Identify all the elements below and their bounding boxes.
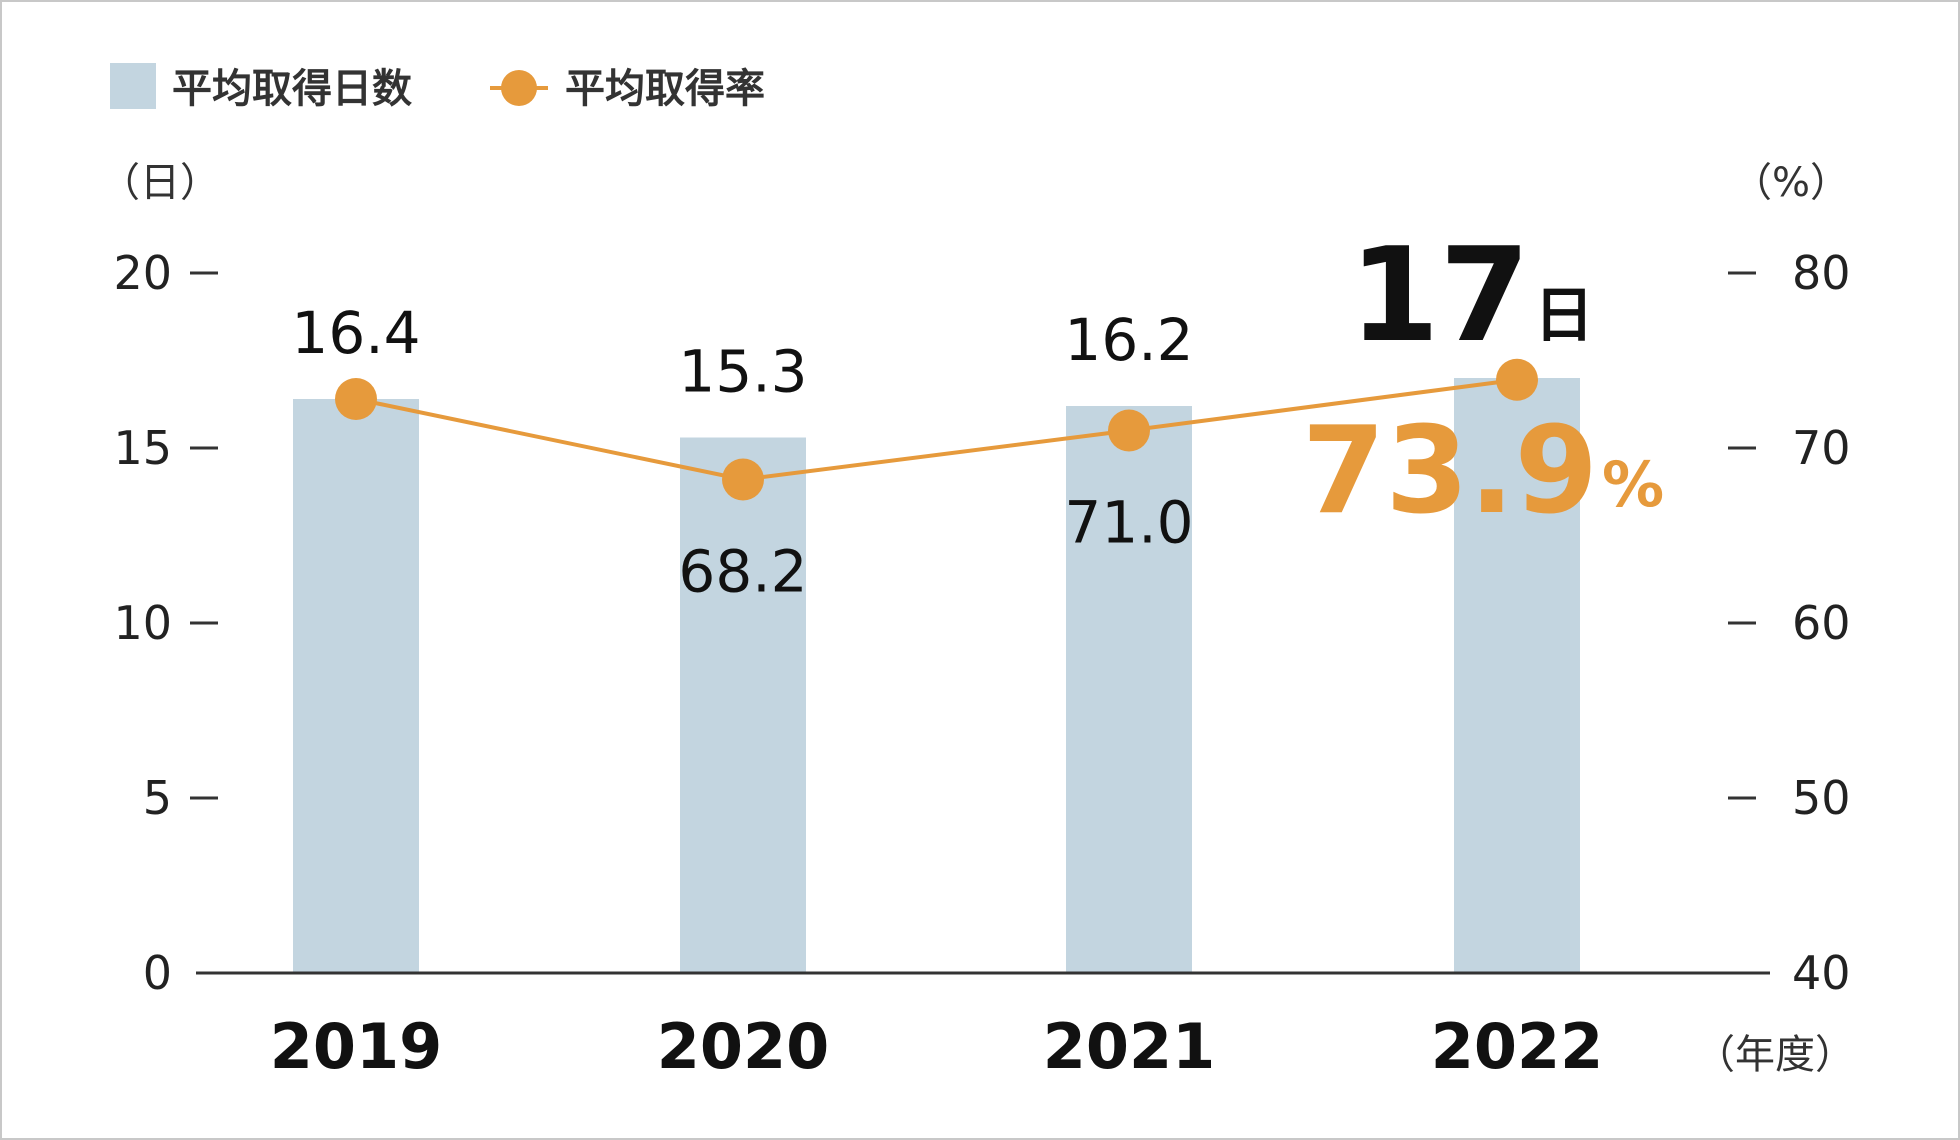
- x-axis-unit: （年度）: [1695, 1032, 1855, 1078]
- legend-bar-label: 平均取得日数: [172, 66, 412, 112]
- rate-point-2022: [1496, 358, 1538, 401]
- left-axis-unit: （日）: [100, 160, 220, 206]
- highlight-days-unit: 日: [1534, 281, 1594, 351]
- rate-line-series: [335, 358, 1538, 501]
- bars: [293, 378, 1580, 973]
- x-label-2019: 2019: [270, 1010, 443, 1083]
- highlight-days-value: 17: [1349, 219, 1530, 371]
- highlight: 17 日 73.9 %: [1302, 219, 1664, 541]
- x-label-2021: 2021: [1043, 1010, 1216, 1083]
- left-axis: 0 5 10 15 20: [113, 246, 218, 1000]
- right-tick-label: 70: [1792, 421, 1851, 475]
- right-tick-label: 40: [1792, 946, 1851, 1000]
- bar-value-label: 15.3: [678, 338, 807, 406]
- rate-value-label: 71.0: [1064, 489, 1193, 557]
- bar-2022: [1454, 378, 1580, 973]
- left-tick-label: 20: [113, 246, 172, 300]
- rate-value-label: 68.2: [678, 538, 807, 606]
- left-tick-label: 5: [143, 771, 172, 825]
- left-tick-label: 15: [113, 421, 172, 475]
- bar-2019: [293, 399, 419, 973]
- legend-line-label: 平均取得率: [565, 66, 765, 112]
- legend-line-marker: [501, 70, 537, 106]
- right-tick-label: 80: [1792, 246, 1851, 300]
- rate-point-2021: [1108, 409, 1150, 452]
- bar-value-label: 16.4: [291, 299, 420, 367]
- x-axis-labels: 2019 2020 2021 2022: [270, 1010, 1604, 1083]
- bar-2020: [680, 437, 806, 973]
- x-label-2022: 2022: [1431, 1010, 1604, 1083]
- right-axis-unit: （%）: [1732, 160, 1850, 206]
- legend: 平均取得日数 平均取得率: [110, 63, 765, 112]
- rate-line: [355, 377, 1518, 482]
- right-tick-label: 50: [1792, 771, 1851, 825]
- bar-2021: [1066, 406, 1192, 973]
- rate-point-2019: [335, 378, 377, 420]
- highlight-rate-unit: %: [1602, 448, 1664, 521]
- right-axis: 40 50 60 70 80: [1728, 246, 1851, 1000]
- legend-bar-swatch: [110, 63, 156, 109]
- rate-point-2020: [722, 458, 764, 501]
- bar-value-label: 16.2: [1064, 306, 1193, 374]
- value-labels: 16.4 15.3 16.2 68.2 71.0: [291, 299, 1193, 606]
- x-label-2020: 2020: [657, 1010, 830, 1083]
- left-tick-label: 0: [143, 946, 172, 1000]
- left-tick-label: 10: [113, 596, 172, 650]
- highlight-rate-value: 73.9: [1302, 402, 1598, 541]
- right-tick-label: 60: [1792, 596, 1851, 650]
